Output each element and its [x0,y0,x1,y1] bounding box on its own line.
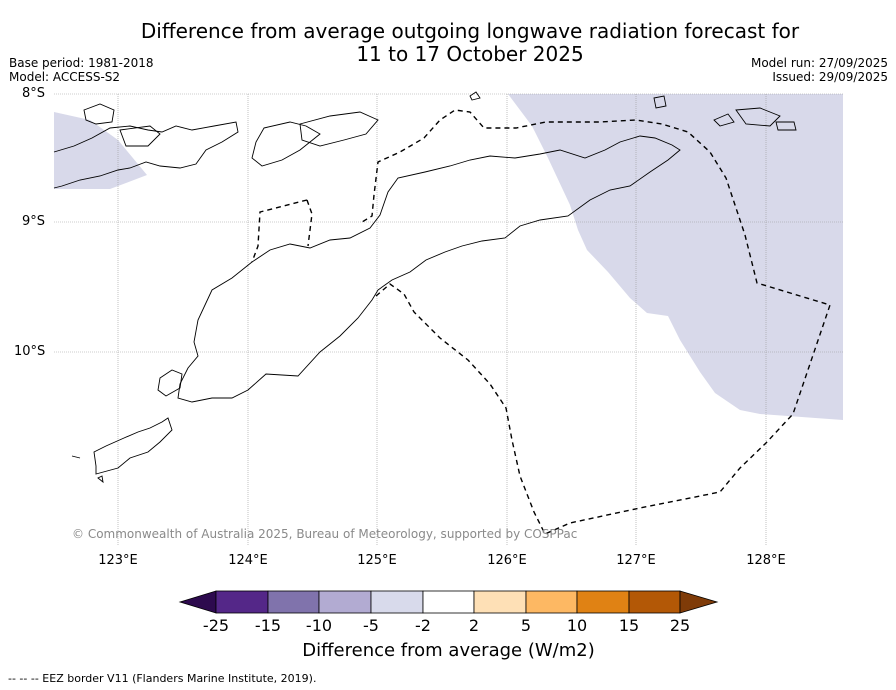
eez-footnote: -- -- -- EEZ border V11 (Flanders Marine… [8,672,317,685]
colorbar-segment [576,590,630,614]
title-line-1: Difference from average outgoing longwav… [140,19,800,43]
islet-north [469,91,481,101]
model-run: Model run: 27/09/2025 [750,56,888,70]
colorbar-extend-high [679,590,719,614]
colorbar-tick: 2 [468,616,480,635]
colorbar-segment [525,590,578,614]
lat-label-10s: 10°S [14,344,46,359]
model-name: Model: ACCESS-S2 [9,70,121,84]
eez-line-west [251,199,313,263]
colorbar [178,590,719,614]
islet-ne-3 [735,107,781,127]
coastlines [53,91,797,484]
lon-label-123e: 123°E [98,553,138,568]
lon-label-128e: 128°E [746,553,786,568]
map-title: Difference from average outgoing longwav… [100,20,840,66]
colorbar-segment [370,590,424,614]
colorbar-tick: -2 [415,616,431,635]
title-line-2: 11 to 17 October 2025 [356,42,584,66]
colorbar-segment [422,590,475,614]
colorbar-tick: 15 [618,616,640,635]
colorbar-tick: -15 [254,616,282,635]
islet-ne-1 [653,95,667,109]
anomaly-area-west [54,112,147,189]
lon-label-127e: 127°E [616,553,656,568]
colorbar-tick: -5 [363,616,379,635]
meta-right: Model run: 27/09/2025 Issued: 29/09/2025 [751,56,888,84]
lat-label-8s: 8°S [22,86,46,101]
rote-island [71,417,173,475]
colorbar-segment [267,590,320,614]
lon-label-124e: 124°E [228,553,268,568]
colorbar-tick: 5 [520,616,532,635]
semau-island [157,369,183,397]
colorbar-segment [473,590,527,614]
anomaly-area-east [508,94,843,420]
colorbar-tick: -10 [305,616,333,635]
small-island-2 [119,125,161,147]
savu-fragment [97,475,104,484]
islet-ne-2 [713,113,735,127]
lon-label-125e: 125°E [357,553,397,568]
eez-border [251,109,831,535]
wetar-island [299,111,379,147]
issued-date: Issued: 29/09/2025 [772,70,888,84]
islet-ne-4 [775,121,797,131]
colorbar-segment [318,590,372,614]
colorbar-tick: 10 [566,616,588,635]
colorbar-segment [628,590,681,614]
colorbar-tick: 25 [669,616,691,635]
meta-left: Base period: 1981-2018 Model: ACCESS-S2 [9,56,154,84]
eez-line-east [361,109,831,535]
colorbar-label: Difference from average (W/m2) [302,640,595,661]
colorbar-extend-low [178,590,217,614]
graticule [54,93,843,545]
lat-label-9s: 9°S [22,214,46,229]
timor-island [177,135,681,403]
small-island-1 [83,103,115,125]
alor-island [251,121,321,167]
colorbar-tick: -25 [202,616,230,635]
colorbar-segment [215,590,269,614]
copyright-notice: © Commonwealth of Australia 2025, Bureau… [72,527,578,541]
flores-coast [53,121,239,189]
base-period: Base period: 1981-2018 [9,56,154,70]
lon-label-126e: 126°E [487,553,527,568]
